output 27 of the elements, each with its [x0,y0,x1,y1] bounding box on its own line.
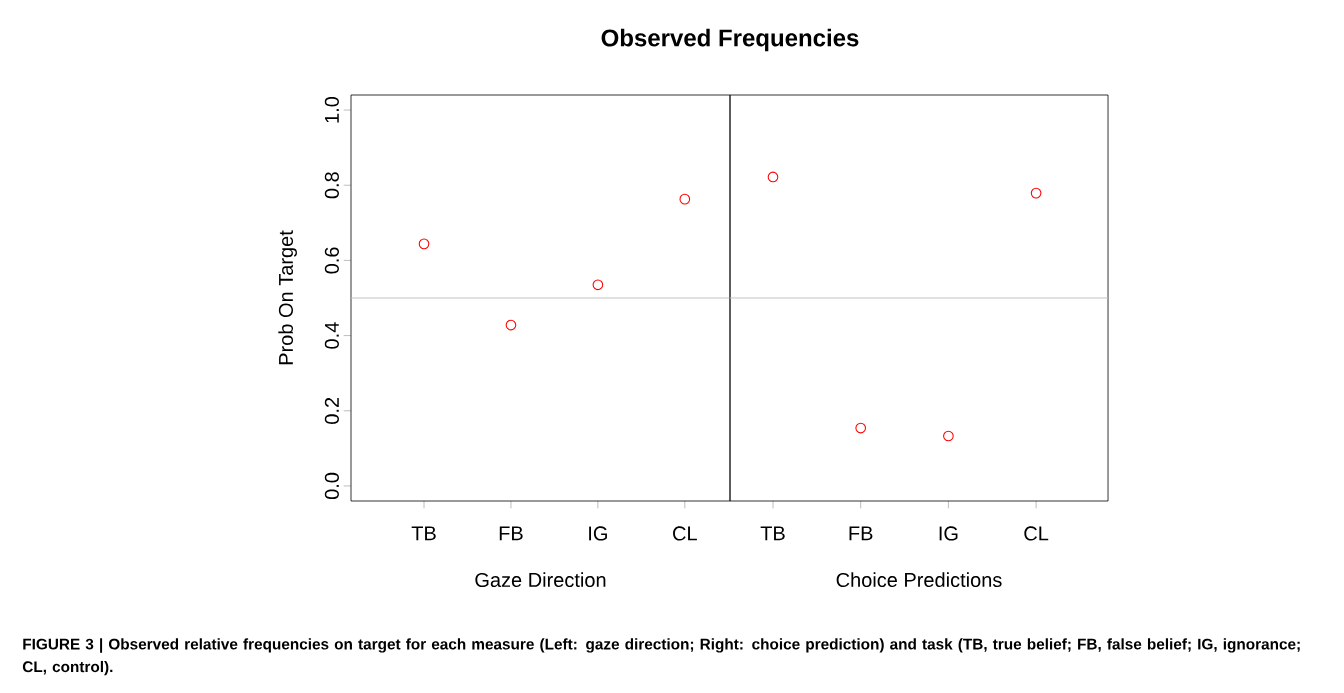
point [943,430,954,442]
caption: FIGURE 3 | Observed relative frequencies on target for each measure (Left: gaze direction; Right: choice prediction) and task (TB, true belief; FB, false belief; IG, ignorance; CL, control). [22,638,1300,676]
point [505,319,517,331]
point [418,238,430,250]
point [767,171,779,183]
x-tick-label: TB [760,526,785,541]
y-tick-label: 0.4 [324,322,339,349]
point [679,193,691,205]
y-tick-label: 1.0 [324,96,339,123]
y-tick-label: 0.6 [324,247,339,274]
x-tick-label: IG [589,526,607,541]
x-axis-title: Gaze Direction [475,572,606,588]
point [1030,187,1042,199]
x-tick-label: IG [939,526,958,541]
x-tick-label: CL [673,526,697,541]
x-tick-label: CL [1024,526,1049,541]
y-tick-label: 0.0 [324,472,339,500]
point [592,279,604,291]
chart-title: Observed Frequencies [601,28,859,52]
x-tick-label: FB [499,526,523,541]
point [855,422,867,434]
x-tick-label: FB [849,526,873,541]
y-axis-title: Prob On Target [278,230,297,365]
x-axis-title: Choice Predictions [836,572,1002,588]
y-tick-label: 0.8 [324,172,339,199]
x-tick-label: TB [411,526,436,541]
y-tick-label: 0.2 [324,397,339,424]
